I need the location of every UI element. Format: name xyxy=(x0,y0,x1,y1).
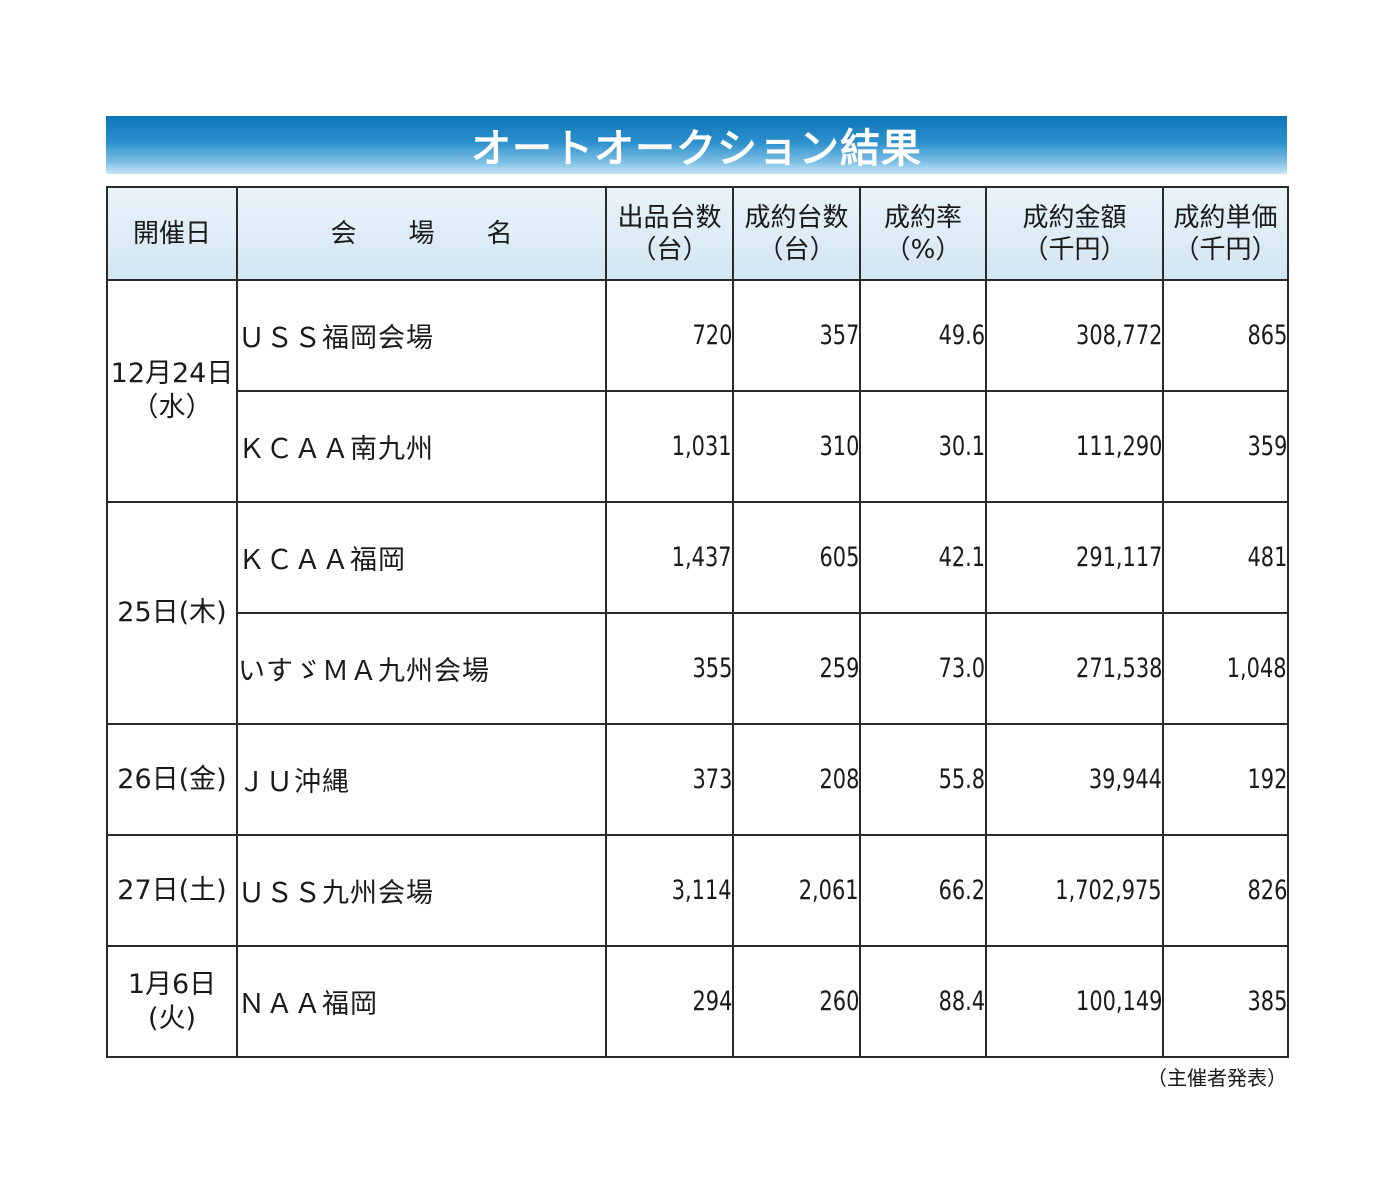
date-cell: 1月6日 (火) xyxy=(106,945,238,1058)
sold-cell: 2,061 xyxy=(732,834,861,947)
header-date: 開催日 xyxy=(106,186,238,281)
amount-cell: 291,117 xyxy=(985,501,1164,614)
unit-price-cell: 1,048 xyxy=(1162,612,1289,725)
table-row: 12月24日 （水） ＵＳＳ福岡会場 720 357 49.6 308,772 8… xyxy=(106,279,1289,503)
amount-cell: 1,702,975 xyxy=(985,834,1164,947)
table-row: 26日(金) ＪＵ沖縄 373 208 55.8 39,944 192 xyxy=(106,723,1289,836)
venue-cell: ＫＣＡＡ福岡 xyxy=(236,501,607,614)
sold-cell: 310 xyxy=(732,390,861,503)
rate-cell: 73.0 xyxy=(859,612,987,725)
sold-cell: 208 xyxy=(732,723,861,836)
venue-cell: ＵＳＳ九州会場 xyxy=(236,834,607,947)
listed-cell: 3,114 xyxy=(605,834,734,947)
header-unit-price: 成約単価 （千円） xyxy=(1162,186,1289,281)
auction-results-table: 開催日 会 場 名 出品台数 （台） 成約台数 （台） 成約率 （%） 成約金額 （千円… xyxy=(106,186,1289,1058)
listed-cell: 373 xyxy=(605,723,734,836)
table-row: 25日(木) ＫＣＡＡ福岡 1,437 605 42.1 291,117 481 xyxy=(106,501,1289,725)
unit-price-cell: 385 xyxy=(1162,945,1289,1058)
rate-cell: 42.1 xyxy=(859,501,987,614)
listed-cell: 355 xyxy=(605,612,734,725)
header-rate: 成約率 （%） xyxy=(859,186,987,281)
table-row: ＫＣＡＡ南九州 1,031 310 30.1 111,290 359 xyxy=(107,390,1289,503)
amount-cell: 308,772 xyxy=(985,279,1164,392)
date-cell: 25日(木) xyxy=(106,501,238,725)
venue-cell: ＵＳＳ福岡会場 xyxy=(236,279,607,392)
header-sold: 成約台数 （台） xyxy=(732,186,861,281)
sold-cell: 259 xyxy=(732,612,861,725)
page-title: オートオークション結果 xyxy=(471,126,922,172)
source-footnote: （主催者発表） xyxy=(1147,1066,1287,1090)
date-cell: 27日(土) xyxy=(106,834,238,947)
listed-cell: 294 xyxy=(605,945,734,1058)
rate-cell: 88.4 xyxy=(859,945,987,1058)
header-amount: 成約金額 （千円） xyxy=(985,186,1164,281)
listed-cell: 1,031 xyxy=(605,390,734,503)
rate-cell: 55.8 xyxy=(859,723,987,836)
venue-cell: ＪＵ沖縄 xyxy=(236,723,607,836)
table-row: 27日(土) ＵＳＳ九州会場 3,114 2,061 66.2 1,702,97… xyxy=(106,834,1289,947)
unit-price-cell: 481 xyxy=(1162,501,1289,614)
header-venue: 会 場 名 xyxy=(236,186,607,281)
listed-cell: 1,437 xyxy=(605,501,734,614)
unit-price-cell: 826 xyxy=(1162,834,1289,947)
sold-cell: 357 xyxy=(732,279,861,392)
unit-price-cell: 192 xyxy=(1162,723,1289,836)
listed-cell: 720 xyxy=(605,279,734,392)
date-cell: 12月24日 （水） xyxy=(106,279,238,503)
amount-cell: 111,290 xyxy=(985,390,1164,503)
amount-cell: 39,944 xyxy=(985,723,1164,836)
table-row: いすゞＭＡ九州会場 355 259 73.0 271,538 1,048 xyxy=(107,612,1289,725)
header-row: 開催日 会 場 名 出品台数 （台） 成約台数 （台） 成約率 （%） 成約金額 （千円… xyxy=(106,186,1289,281)
unit-price-cell: 865 xyxy=(1162,279,1289,392)
unit-price-cell: 359 xyxy=(1162,390,1289,503)
amount-cell: 271,538 xyxy=(985,612,1164,725)
sold-cell: 260 xyxy=(732,945,861,1058)
header-listed: 出品台数 （台） xyxy=(605,186,734,281)
rate-cell: 66.2 xyxy=(859,834,987,947)
title-banner: オートオークション結果 xyxy=(106,116,1287,174)
rate-cell: 30.1 xyxy=(859,390,987,503)
sold-cell: 605 xyxy=(732,501,861,614)
date-cell: 26日(金) xyxy=(106,723,238,836)
venue-cell: ＮＡＡ福岡 xyxy=(236,945,607,1058)
amount-cell: 100,149 xyxy=(985,945,1164,1058)
venue-cell: ＫＣＡＡ南九州 xyxy=(236,390,607,503)
rate-cell: 49.6 xyxy=(859,279,987,392)
venue-cell: いすゞＭＡ九州会場 xyxy=(236,612,607,725)
table-row: 1月6日 (火) ＮＡＡ福岡 294 260 88.4 100,149 385 xyxy=(106,945,1289,1058)
